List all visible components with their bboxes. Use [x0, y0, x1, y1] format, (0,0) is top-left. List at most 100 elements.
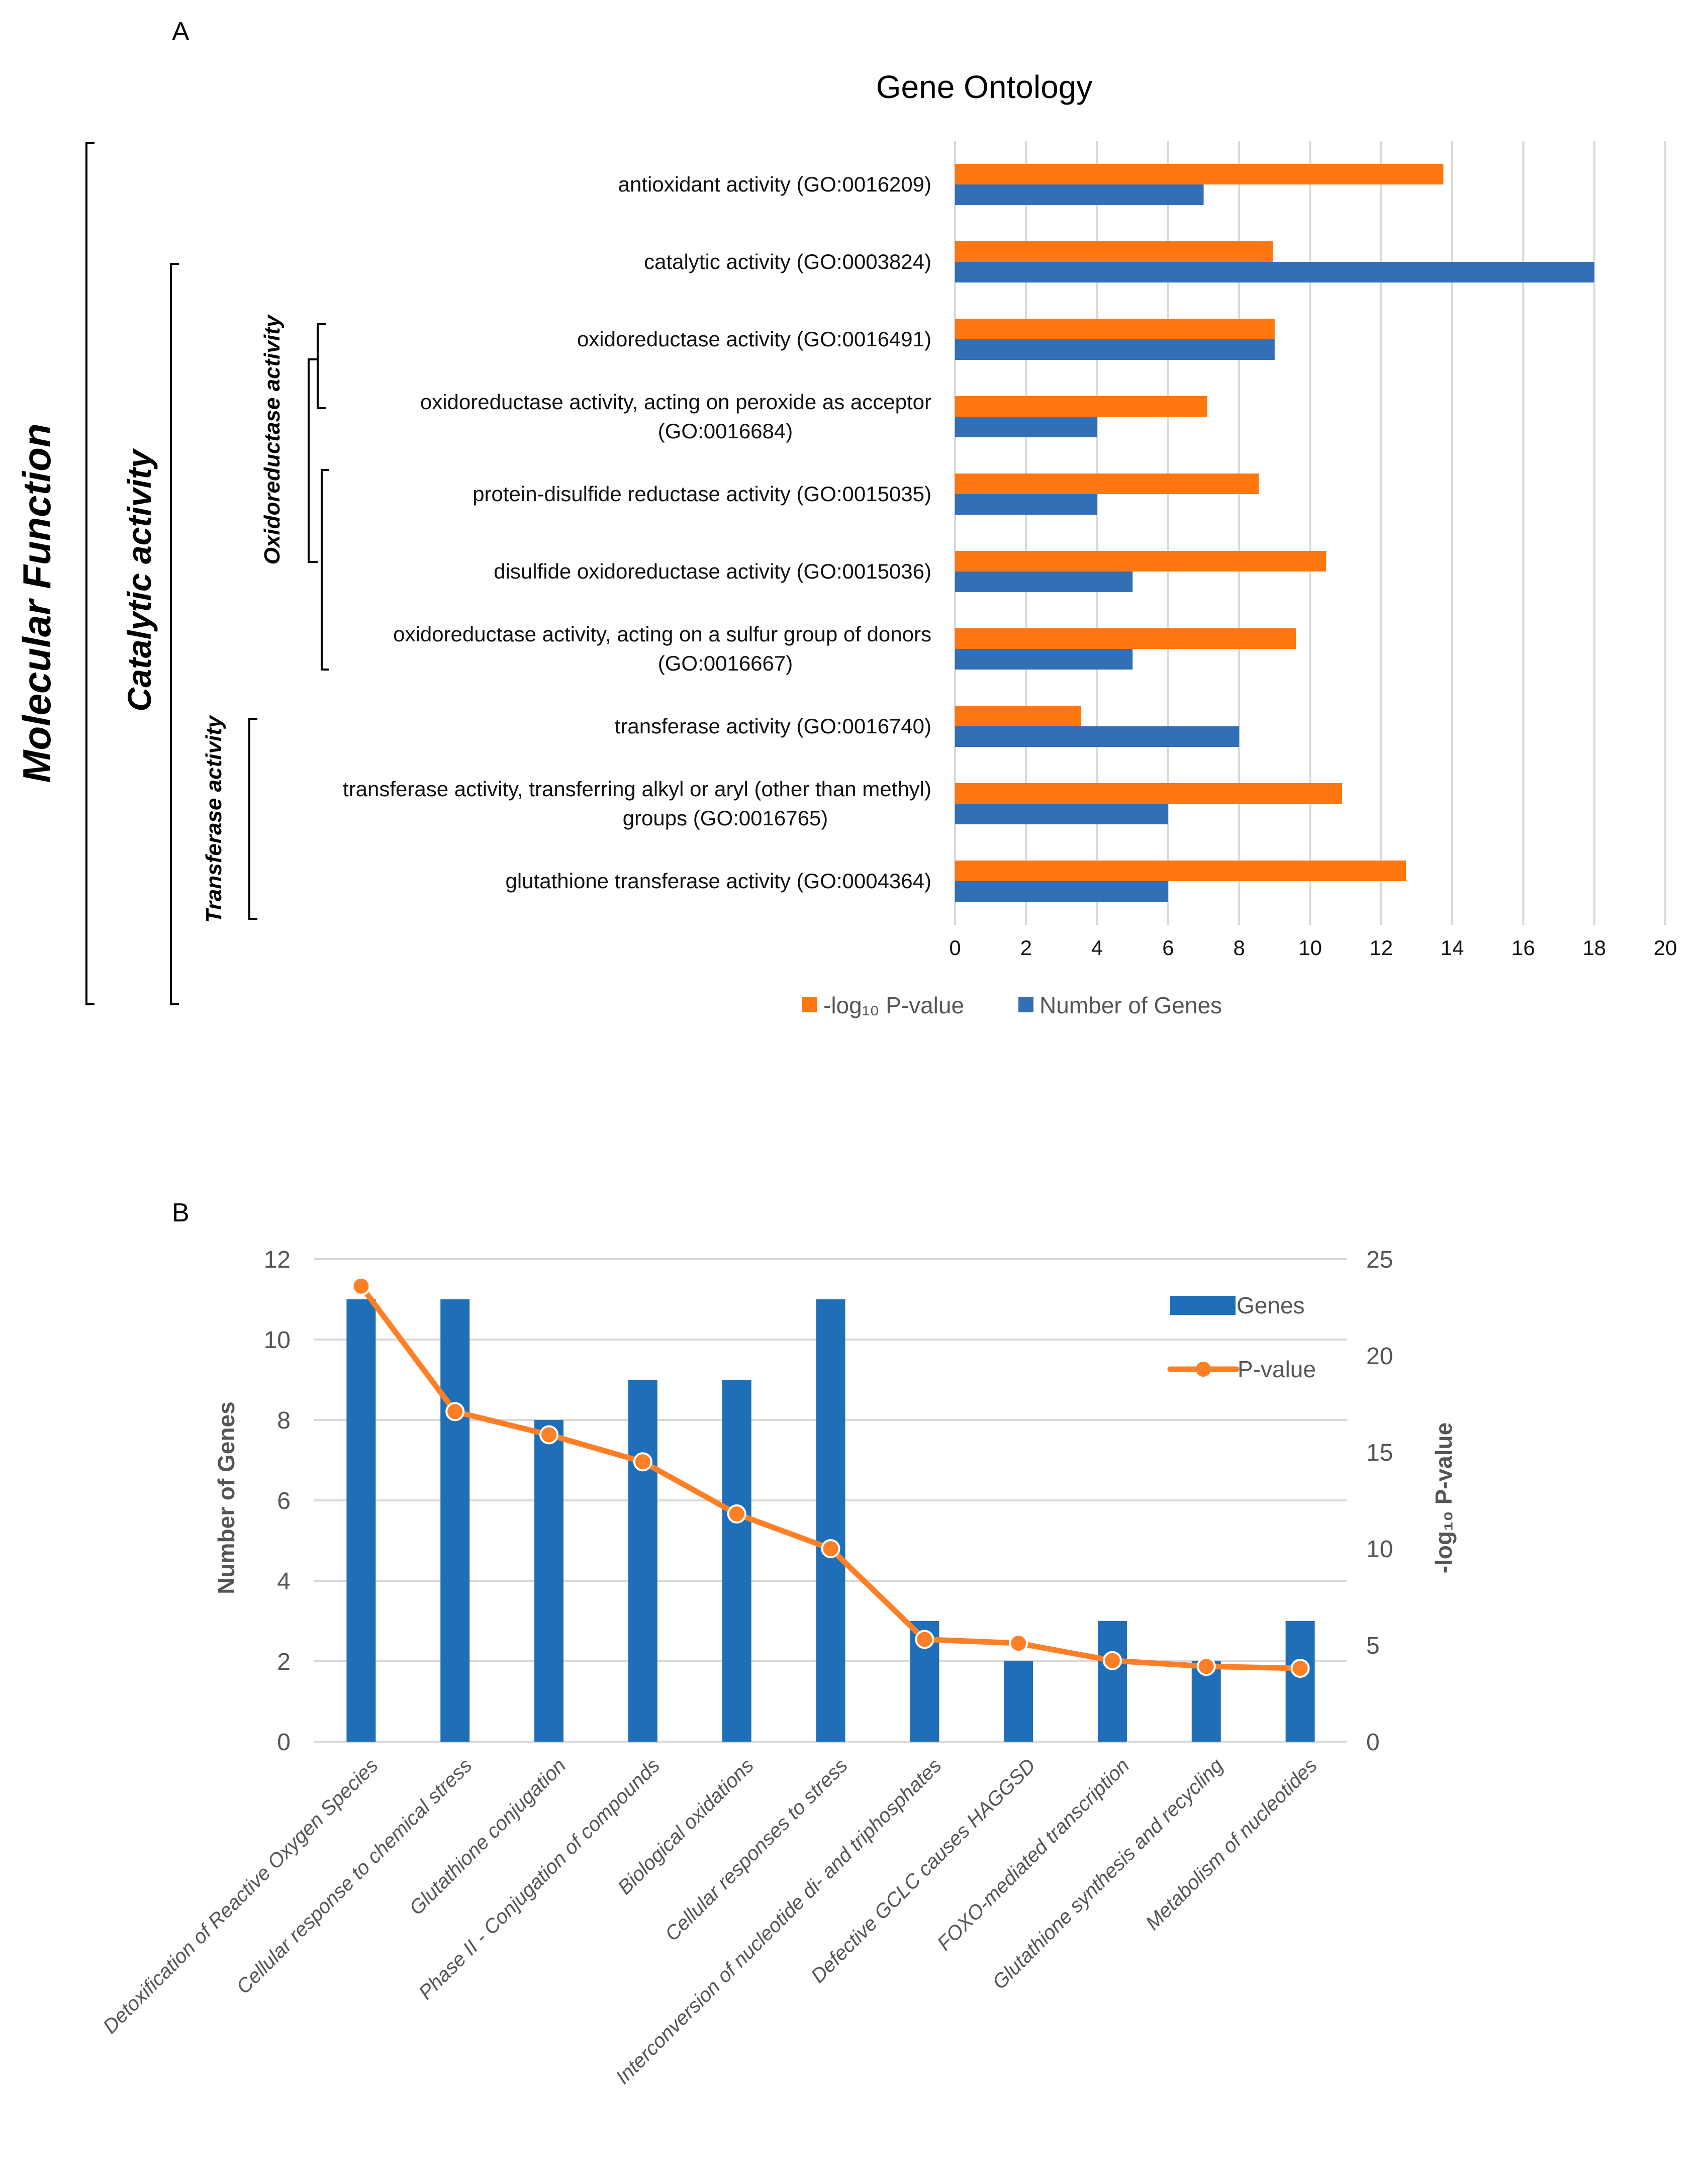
chart-a-bars [955, 164, 1594, 902]
bar-genes [955, 184, 1204, 205]
bracket-catalytic-activity [170, 263, 179, 1005]
chart-a-x-ticks: 0 2 4 6 8 10 12 14 16 18 20 [949, 936, 1677, 960]
bracket-oxidoreductase-join [308, 358, 318, 563]
chart-a-category-labels: antioxidant activity (GO:0016209) catalyt… [343, 172, 931, 893]
pvalue-marker [1290, 1659, 1310, 1678]
bar-pvalue [955, 164, 1444, 184]
chart-b-line [351, 1276, 1310, 1678]
x-tick-label: 8 [1234, 936, 1245, 960]
category-label: (GO:0016684) [658, 419, 793, 443]
chart-b-left-ticks: 0 2 4 6 8 10 12 [264, 1247, 291, 1756]
legend-swatch-genes [1170, 1296, 1236, 1315]
category-label: oxidoreductase activity, acting on perox… [420, 390, 931, 414]
bar-pvalue [955, 628, 1296, 649]
category-label: disulfide oxidoreductase activity (GO:00… [494, 559, 931, 583]
y2-tick-label: 25 [1366, 1247, 1393, 1273]
chart-b-right-ticks: 0 5 10 15 20 25 [1366, 1247, 1393, 1756]
bar-pvalue [955, 241, 1273, 262]
category-label: groups (GO:0016765) [623, 806, 828, 830]
bar-genes [955, 649, 1133, 670]
pvalue-marker [821, 1539, 840, 1558]
legend-label-pvalue: P-value [1238, 1356, 1316, 1382]
panel-b-label: B [172, 1198, 190, 1227]
group-label-transferase-activity: Transferase activity [202, 714, 226, 923]
legend-label-genes: Genes [1237, 1292, 1305, 1318]
category-label: FOXO-mediated transcription [933, 1754, 1134, 1955]
bar-genes [955, 494, 1097, 515]
pvalue-marker [445, 1402, 465, 1421]
x-tick-label: 12 [1369, 936, 1393, 960]
hierarchy-brackets [85, 142, 329, 1005]
bracket-molecular-function [85, 142, 95, 1005]
chart-b-legend: Genes P-value [1167, 1292, 1316, 1382]
bar-genes [955, 417, 1097, 437]
chart-a-legend: -log₁₀ P-value Number of Genes [802, 992, 1222, 1018]
pvalue-marker [1102, 1651, 1122, 1670]
category-label: transferase activity, transferring alkyl… [343, 777, 931, 801]
group-label-catalytic-activity: Catalytic activity [121, 448, 158, 711]
legend-label-genes: Number of Genes [1040, 992, 1222, 1018]
bar-genes [628, 1380, 657, 1742]
y2-tick-label: 0 [1366, 1729, 1380, 1756]
legend-marker-pvalue [1196, 1362, 1211, 1377]
bracket-transferase-activity [248, 718, 257, 920]
legend-swatch-pvalue [802, 997, 817, 1012]
category-label: transferase activity (GO:0016740) [615, 714, 931, 738]
pvalue-marker [539, 1425, 559, 1445]
y2-tick-label: 15 [1366, 1440, 1393, 1466]
bar-pvalue [955, 319, 1275, 339]
bar-pvalue [955, 783, 1343, 804]
bar-genes [955, 881, 1168, 902]
y2-tick-label: 5 [1366, 1633, 1380, 1659]
chart-b-y2-axis-title: -log₁₀ P-value [1431, 1422, 1457, 1573]
legend-swatch-genes [1018, 997, 1033, 1012]
legend-label-pvalue: -log₁₀ P-value [823, 992, 964, 1018]
bar-genes [955, 572, 1133, 592]
bar-pvalue [955, 473, 1259, 494]
x-tick-label: 6 [1162, 936, 1174, 960]
x-tick-label: 2 [1020, 936, 1032, 960]
category-label: Metabolism of nucleotides [1142, 1754, 1321, 1934]
x-tick-label: 20 [1654, 936, 1677, 960]
category-label: Interconversion of nucleotide di- and tr… [612, 1754, 946, 2088]
pvalue-marker [915, 1630, 934, 1649]
pvalue-marker [1196, 1657, 1216, 1676]
category-label: Glutathione conjugation [405, 1754, 570, 1919]
bar-genes [440, 1299, 470, 1742]
bar-pvalue [955, 706, 1081, 726]
category-label: catalytic activity (GO:0003824) [644, 250, 931, 273]
chart-b-bars [346, 1299, 1315, 1742]
x-tick-label: 10 [1298, 936, 1322, 960]
bar-genes [534, 1420, 564, 1742]
bar-pvalue [955, 861, 1406, 881]
x-tick-label: 4 [1091, 936, 1103, 960]
y2-tick-label: 10 [1366, 1536, 1393, 1563]
bar-genes [722, 1380, 751, 1742]
pvalue-marker [351, 1276, 371, 1296]
bar-genes [955, 262, 1594, 282]
x-tick-label: 14 [1441, 936, 1464, 960]
bar-pvalue [955, 551, 1327, 572]
y2-tick-label: 20 [1366, 1343, 1393, 1370]
pvalue-marker [727, 1504, 746, 1524]
bar-genes [1004, 1661, 1033, 1742]
bar-genes [955, 804, 1168, 824]
bar-genes [346, 1299, 376, 1742]
y-tick-label: 8 [277, 1407, 291, 1434]
pvalue-marker [633, 1452, 652, 1472]
bar-genes [955, 726, 1240, 747]
category-label: (GO:0016667) [658, 651, 793, 675]
bar-genes [1097, 1621, 1127, 1742]
y-tick-label: 6 [277, 1488, 291, 1514]
chart-b-category-labels: Detoxification of Reactive Oxygen Specie… [99, 1754, 1321, 2088]
bar-pvalue [955, 396, 1207, 417]
panel-a-label: A [172, 17, 190, 46]
category-label: antioxidant activity (GO:0016209) [618, 172, 931, 196]
category-label: protein-disulfide reductase activity (GO… [473, 482, 931, 506]
category-label: Cellular responses to stress [661, 1754, 852, 1945]
category-label: oxidoreductase activity (GO:0016491) [577, 327, 931, 351]
group-label-molecular-function: Molecular Function [15, 423, 59, 783]
bar-genes [955, 339, 1275, 360]
y-tick-label: 12 [264, 1247, 291, 1273]
